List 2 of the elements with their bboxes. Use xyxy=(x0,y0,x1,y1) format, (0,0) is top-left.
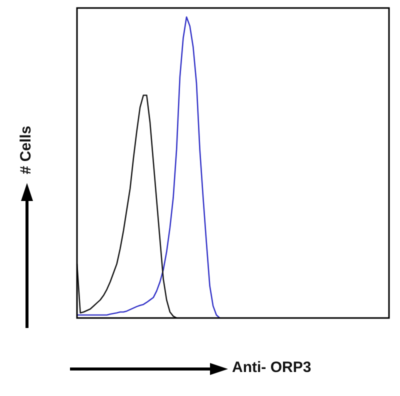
x-axis-title: Anti- ORP3 xyxy=(232,359,312,376)
y-axis-title: # Cells xyxy=(18,126,34,174)
